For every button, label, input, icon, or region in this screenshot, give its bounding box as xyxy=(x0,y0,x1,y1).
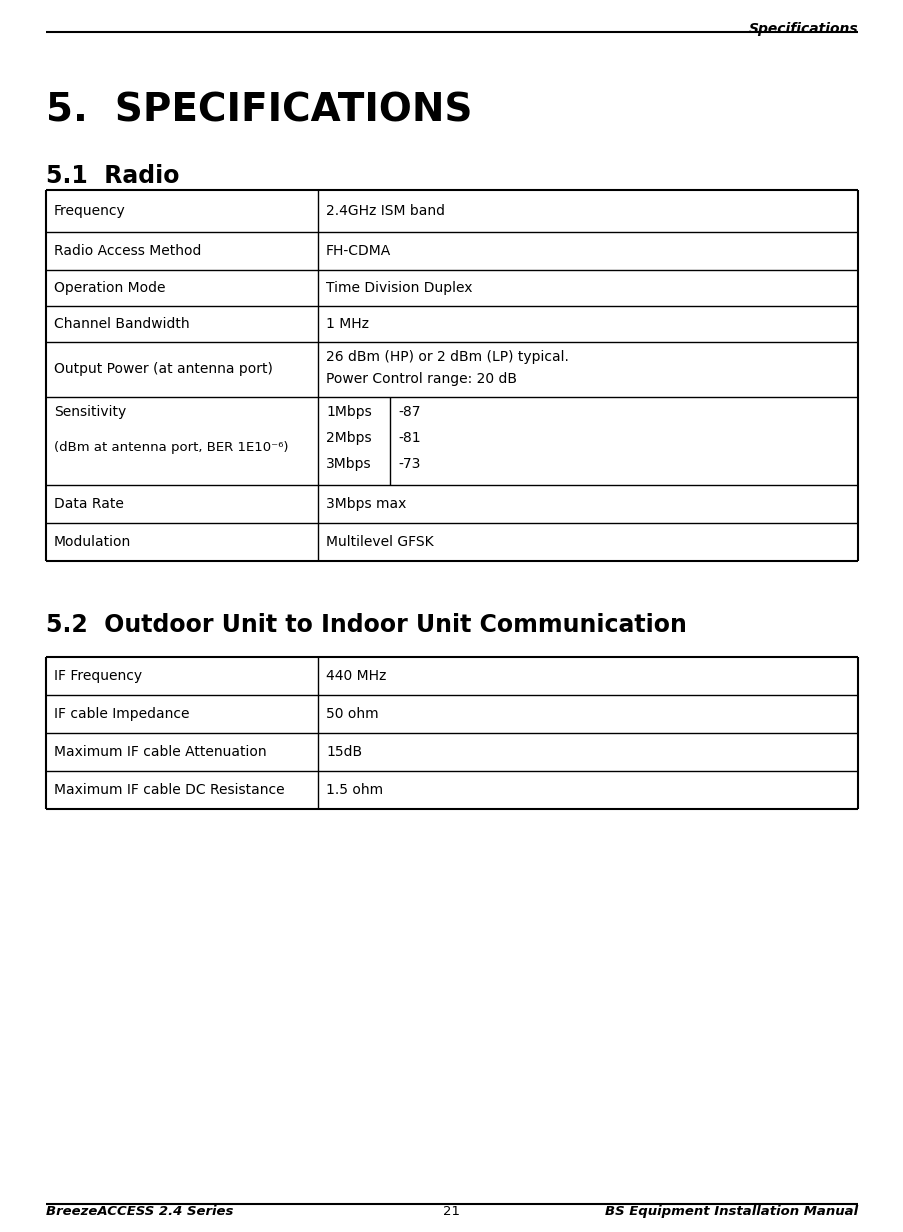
Text: 1.5 ohm: 1.5 ohm xyxy=(326,784,383,797)
Text: Channel Bandwidth: Channel Bandwidth xyxy=(54,317,190,331)
Text: 2Mbps: 2Mbps xyxy=(326,431,371,445)
Text: 50 ohm: 50 ohm xyxy=(326,707,378,721)
Text: -81: -81 xyxy=(397,431,420,445)
Text: Multilevel GFSK: Multilevel GFSK xyxy=(326,535,433,549)
Text: -73: -73 xyxy=(397,457,420,471)
Text: 5.2  Outdoor Unit to Indoor Unit Communication: 5.2 Outdoor Unit to Indoor Unit Communic… xyxy=(46,614,686,637)
Text: -87: -87 xyxy=(397,405,420,419)
Text: 1 MHz: 1 MHz xyxy=(326,317,368,331)
Text: 2.4GHz ISM band: 2.4GHz ISM band xyxy=(326,205,444,218)
Text: IF cable Impedance: IF cable Impedance xyxy=(54,707,190,721)
Text: BreezeACCESS 2.4 Series: BreezeACCESS 2.4 Series xyxy=(46,1205,233,1218)
Text: Maximum IF cable Attenuation: Maximum IF cable Attenuation xyxy=(54,745,266,759)
Text: 3Mbps max: 3Mbps max xyxy=(326,496,406,511)
Text: Output Power (at antenna port): Output Power (at antenna port) xyxy=(54,362,273,377)
Text: 3Mbps: 3Mbps xyxy=(326,457,371,471)
Text: Sensitivity: Sensitivity xyxy=(54,405,126,419)
Text: Specifications: Specifications xyxy=(748,22,857,36)
Text: Time Division Duplex: Time Division Duplex xyxy=(326,281,472,294)
Text: Data Rate: Data Rate xyxy=(54,496,124,511)
Text: 26 dBm (HP) or 2 dBm (LP) typical.: 26 dBm (HP) or 2 dBm (LP) typical. xyxy=(326,350,568,363)
Text: Operation Mode: Operation Mode xyxy=(54,281,165,294)
Text: BS Equipment Installation Manual: BS Equipment Installation Manual xyxy=(604,1205,857,1218)
Text: 15dB: 15dB xyxy=(326,745,362,759)
Text: Radio Access Method: Radio Access Method xyxy=(54,244,201,257)
Text: Frequency: Frequency xyxy=(54,205,126,218)
Text: 1Mbps: 1Mbps xyxy=(326,405,371,419)
Text: Power Control range: 20 dB: Power Control range: 20 dB xyxy=(326,372,517,386)
Text: IF Frequency: IF Frequency xyxy=(54,669,142,683)
Text: Modulation: Modulation xyxy=(54,535,131,549)
Text: 5.1  Radio: 5.1 Radio xyxy=(46,164,180,188)
Text: Maximum IF cable DC Resistance: Maximum IF cable DC Resistance xyxy=(54,784,284,797)
Text: FH-CDMA: FH-CDMA xyxy=(326,244,391,257)
Text: 5.  SPECIFICATIONS: 5. SPECIFICATIONS xyxy=(46,92,472,131)
Text: 21: 21 xyxy=(443,1205,460,1218)
Text: (dBm at antenna port, BER 1E10⁻⁶): (dBm at antenna port, BER 1E10⁻⁶) xyxy=(54,441,288,455)
Text: 440 MHz: 440 MHz xyxy=(326,669,386,683)
